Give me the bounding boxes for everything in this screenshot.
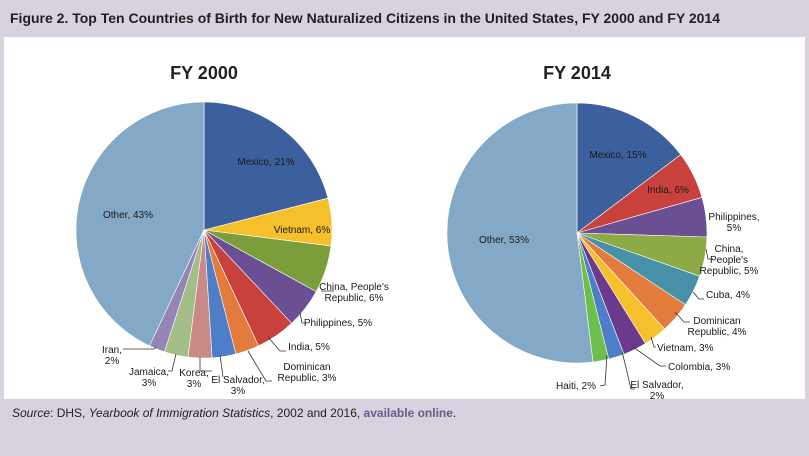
slice-label: Cuba, 4% — [706, 290, 750, 301]
slice-label: Other, 53% — [479, 235, 529, 246]
slice-label: Iran, 2% — [102, 345, 122, 367]
leader-line — [674, 311, 690, 323]
pie-slice — [75, 101, 205, 347]
slice-label: Mexico, 21% — [237, 157, 294, 168]
leader-line — [247, 350, 272, 382]
leader-line — [267, 336, 286, 352]
slice-label: India, 6% — [647, 185, 689, 196]
slice-label: Jamaica, 3% — [129, 367, 169, 389]
slice-label: India, 5% — [288, 342, 330, 353]
source-label: Source — [12, 406, 51, 420]
available-online-link[interactable]: available online — [363, 406, 453, 420]
leader-line — [123, 346, 157, 350]
pie-title: FY 2000 — [170, 63, 238, 83]
leader-line — [219, 354, 224, 378]
slice-label: Philippines, 5% — [304, 318, 372, 329]
slice-label: Colombia, 3% — [668, 362, 730, 373]
leader-line — [168, 353, 177, 372]
source-prefix: : DHS, — [50, 406, 89, 420]
slice-label: Haiti, 2% — [556, 381, 596, 392]
slice-label: Vietnam, 3% — [657, 343, 714, 354]
leader-line — [599, 354, 608, 387]
slice-label: Korea, 3% — [179, 368, 208, 390]
source-publication: Yearbook of Immigration Statistics — [88, 406, 271, 420]
leader-line — [199, 357, 212, 372]
pie-slice — [446, 102, 594, 364]
slice-label: Other, 43% — [103, 210, 153, 221]
figure-title: Figure 2. Top Ten Countries of Birth for… — [10, 10, 720, 26]
slice-label: Mexico, 15% — [589, 150, 646, 161]
leader-line — [621, 350, 635, 390]
pie-chart-fy-2000: FY 2000 Mexico, 21% Vietnam, 6% China, Peop… — [75, 63, 389, 397]
slice-label: China, People's Republic, 5% — [700, 244, 759, 277]
slice-label: China, People's Republic, 6% — [319, 282, 389, 304]
leader-line — [705, 248, 713, 260]
pie-slice — [203, 101, 329, 231]
pie-charts: FY 2000 Mexico, 21% Vietnam, 6% China, Peop… — [75, 63, 760, 399]
slice-label: Vietnam, 6% — [274, 225, 331, 236]
slice-label: Dominican Republic, 3% — [278, 362, 337, 384]
source-end: . — [452, 406, 457, 420]
slice-label: El Salvador, 3% — [211, 375, 264, 397]
leader-line — [299, 311, 306, 324]
pie-slice — [576, 102, 682, 234]
chart-panel: FY 2000 Mexico, 21% Vietnam, 6% China, Peop… — [4, 37, 805, 399]
leader-line — [692, 291, 704, 300]
leader-line — [632, 346, 666, 367]
leader-line — [650, 336, 656, 348]
slice-label: Dominican Republic, 4% — [688, 316, 747, 338]
slice-label: Philippines, 5% — [708, 212, 759, 234]
source-line: Source: DHS, Yearbook of Immigration Sta… — [12, 406, 456, 420]
pie-title: FY 2014 — [543, 63, 611, 83]
pie-chart-fy-2014: FY 2014 Mexico, 15% India, 6% Philippines, 5… — [446, 63, 760, 399]
slice-label: El Salvador, 2% — [630, 380, 683, 399]
source-suffix: , 2002 and 2016, — [270, 406, 364, 420]
